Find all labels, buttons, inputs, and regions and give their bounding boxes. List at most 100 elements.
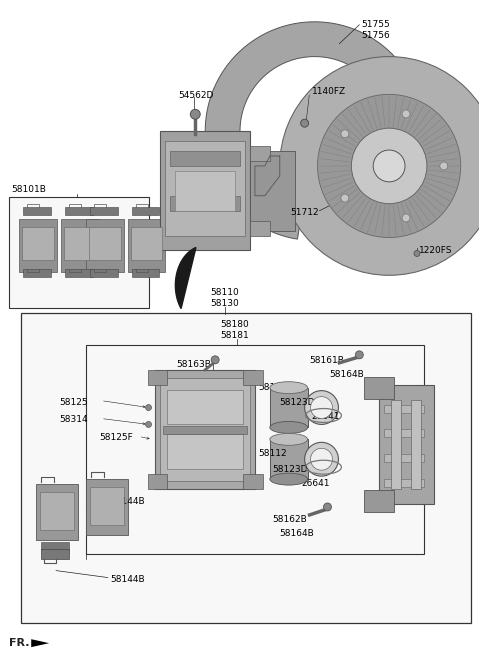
- Bar: [250, 146, 270, 161]
- Ellipse shape: [270, 382, 308, 394]
- Circle shape: [280, 56, 480, 276]
- Text: 58112: 58112: [258, 449, 287, 459]
- Bar: [175, 171, 235, 211]
- Bar: [86, 218, 124, 272]
- Circle shape: [211, 356, 219, 364]
- Circle shape: [373, 150, 405, 182]
- Text: 51712: 51712: [291, 208, 319, 216]
- Bar: [90, 270, 118, 277]
- Text: 58180: 58180: [220, 320, 249, 329]
- Bar: [90, 487, 124, 525]
- Bar: [243, 370, 263, 384]
- Text: FR.: FR.: [9, 638, 30, 648]
- Ellipse shape: [270, 421, 308, 434]
- Bar: [23, 207, 51, 215]
- Bar: [411, 400, 421, 489]
- Bar: [86, 479, 128, 535]
- Circle shape: [351, 128, 427, 204]
- Text: 58314: 58314: [59, 415, 88, 424]
- Text: 58161B: 58161B: [310, 356, 345, 365]
- Bar: [270, 388, 308, 428]
- Polygon shape: [205, 22, 412, 239]
- Circle shape: [402, 214, 410, 222]
- Text: 51756: 51756: [361, 31, 390, 40]
- Text: 58164B: 58164B: [280, 529, 314, 538]
- Bar: [19, 218, 57, 272]
- Bar: [36, 484, 78, 540]
- Bar: [250, 220, 270, 236]
- Circle shape: [440, 162, 448, 170]
- Text: 58110: 58110: [210, 288, 239, 297]
- Bar: [166, 141, 245, 236]
- Ellipse shape: [311, 397, 333, 419]
- Bar: [384, 405, 424, 413]
- Bar: [23, 270, 51, 277]
- Bar: [160, 378, 250, 481]
- Bar: [89, 226, 120, 260]
- Bar: [156, 370, 255, 489]
- Text: 58125: 58125: [59, 398, 88, 407]
- Bar: [131, 226, 162, 260]
- Bar: [86, 345, 424, 554]
- Bar: [41, 542, 69, 550]
- Bar: [270, 440, 308, 479]
- Bar: [64, 226, 96, 260]
- Circle shape: [414, 251, 420, 256]
- Bar: [41, 548, 69, 559]
- Bar: [170, 151, 240, 166]
- Bar: [22, 226, 54, 260]
- Circle shape: [341, 194, 349, 202]
- Text: 58163B: 58163B: [176, 359, 211, 369]
- Text: 58112: 58112: [258, 382, 287, 392]
- Text: 58144B: 58144B: [111, 575, 145, 584]
- Circle shape: [324, 503, 332, 511]
- Bar: [243, 474, 263, 489]
- Bar: [132, 270, 159, 277]
- Circle shape: [318, 94, 461, 237]
- Ellipse shape: [305, 442, 338, 476]
- Bar: [384, 479, 424, 487]
- Bar: [147, 370, 168, 384]
- Bar: [170, 195, 240, 211]
- Bar: [391, 400, 401, 489]
- Circle shape: [145, 405, 152, 411]
- Text: 26641: 26641: [312, 411, 340, 420]
- Bar: [61, 218, 99, 272]
- Text: 58162B: 58162B: [272, 515, 307, 524]
- Circle shape: [145, 421, 152, 428]
- Text: 54562D: 54562D: [179, 91, 214, 100]
- Ellipse shape: [270, 473, 308, 485]
- Bar: [132, 207, 159, 215]
- Text: 58123D: 58123D: [272, 465, 307, 474]
- Bar: [164, 426, 247, 434]
- Bar: [250, 151, 295, 230]
- Polygon shape: [255, 156, 280, 195]
- Bar: [128, 218, 166, 272]
- Circle shape: [300, 119, 309, 127]
- Circle shape: [190, 110, 200, 119]
- Bar: [65, 270, 93, 277]
- Text: 58181: 58181: [220, 331, 249, 340]
- Text: 58101B: 58101B: [12, 185, 46, 194]
- Text: 58125F: 58125F: [99, 434, 132, 442]
- Bar: [168, 390, 243, 424]
- Bar: [21, 313, 471, 623]
- Bar: [379, 384, 434, 504]
- Text: 26641: 26641: [301, 479, 330, 488]
- Text: 58144B: 58144B: [111, 497, 145, 506]
- Bar: [384, 454, 424, 462]
- Ellipse shape: [305, 390, 338, 424]
- Ellipse shape: [270, 434, 308, 445]
- Bar: [384, 430, 424, 438]
- Bar: [9, 197, 148, 308]
- Bar: [147, 474, 168, 489]
- Bar: [168, 434, 243, 469]
- Ellipse shape: [311, 448, 333, 470]
- Text: 58123D: 58123D: [280, 398, 315, 407]
- Polygon shape: [175, 247, 196, 308]
- Bar: [160, 131, 250, 251]
- Text: 1220FS: 1220FS: [419, 247, 453, 255]
- Circle shape: [402, 110, 410, 118]
- Bar: [40, 492, 74, 530]
- Bar: [364, 490, 394, 512]
